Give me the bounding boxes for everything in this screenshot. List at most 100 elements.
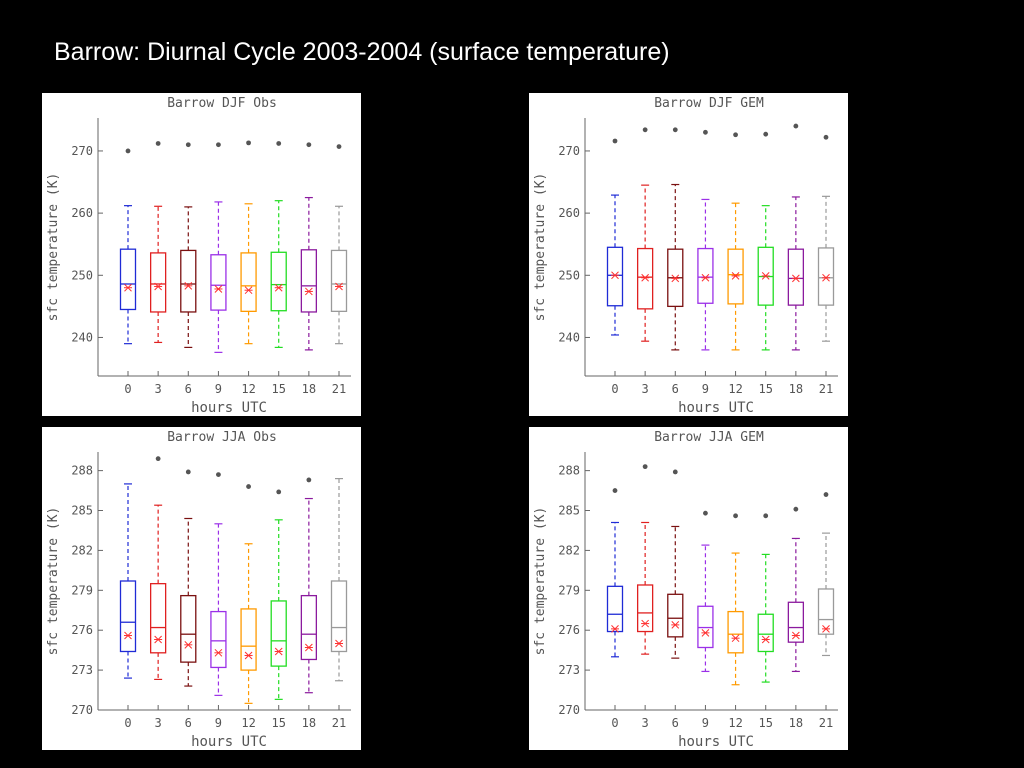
x-tick-label: 15 bbox=[758, 716, 772, 730]
box-iqr bbox=[636, 247, 654, 310]
y-tick-label: 276 bbox=[71, 623, 93, 637]
box-iqr bbox=[727, 610, 744, 654]
box-iqr bbox=[606, 246, 624, 307]
box-iqr bbox=[817, 588, 835, 635]
outlier-point bbox=[155, 141, 161, 146]
x-tick-label: 18 bbox=[789, 716, 803, 730]
box-iqr bbox=[330, 580, 348, 653]
outlier-point bbox=[306, 477, 312, 483]
outlier-point bbox=[216, 472, 221, 478]
x-tick-label: 9 bbox=[702, 716, 709, 730]
x-tick-label: 3 bbox=[642, 716, 649, 730]
x-tick-label: 6 bbox=[185, 716, 192, 730]
box-iqr bbox=[119, 580, 137, 653]
y-tick-label: 279 bbox=[558, 583, 580, 597]
chart-panel-jja-gem: Barrow JJA GEM 270 273 276 279 282 285 288 0 3 6 9 1… bbox=[529, 427, 848, 750]
x-tick-label: 21 bbox=[819, 716, 833, 730]
outlier-point bbox=[733, 132, 738, 138]
chart-panel-jja-obs: Barrow JJA Obs 270 273 276 279 282 285 288 0 3 6 9 1… bbox=[42, 427, 361, 750]
x-tick-label: 12 bbox=[241, 716, 255, 730]
y-axis-label: sfc temperature (K) bbox=[46, 173, 61, 322]
box-iqr bbox=[300, 249, 318, 313]
chart-panel-djf-gem: Barrow DJF GEM 240 250 260 270 0 3 6 9 12 15 18 21 ho… bbox=[529, 93, 848, 416]
box-series-6 bbox=[180, 142, 197, 349]
outlier-point bbox=[763, 131, 769, 137]
x-tick-label: 0 bbox=[124, 716, 131, 730]
box-series-12 bbox=[240, 140, 257, 345]
outlier-point bbox=[276, 489, 282, 495]
box-iqr bbox=[727, 248, 744, 305]
box-series-3 bbox=[149, 456, 167, 681]
box-series-0 bbox=[606, 488, 624, 658]
box-series-18 bbox=[787, 123, 805, 351]
x-tick-label: 6 bbox=[672, 716, 679, 730]
box-series-15 bbox=[270, 141, 287, 349]
x-tick-label: 0 bbox=[124, 382, 131, 396]
box-iqr bbox=[787, 601, 805, 643]
outlier-point bbox=[672, 127, 678, 133]
outlier-point bbox=[125, 148, 131, 154]
y-tick-label: 270 bbox=[71, 144, 93, 158]
box-series-12 bbox=[727, 132, 744, 351]
x-tick-label: 21 bbox=[332, 716, 346, 730]
x-tick-label: 12 bbox=[728, 382, 742, 396]
box-series-9 bbox=[210, 472, 227, 696]
box-series-9 bbox=[697, 129, 714, 351]
box-series-9 bbox=[697, 510, 714, 673]
x-tick-label: 6 bbox=[672, 382, 679, 396]
box-iqr bbox=[330, 249, 348, 312]
box-iqr bbox=[757, 613, 774, 653]
box-series-6 bbox=[667, 127, 684, 351]
chart-title: Barrow DJF Obs bbox=[167, 96, 277, 111]
box-series-0 bbox=[119, 483, 137, 679]
box-series-6 bbox=[180, 469, 197, 687]
box-iqr bbox=[180, 594, 197, 663]
box-iqr bbox=[210, 610, 227, 669]
y-tick-label: 240 bbox=[558, 330, 580, 344]
box-iqr bbox=[787, 248, 805, 306]
y-axis-label: sfc temperature (K) bbox=[533, 507, 548, 656]
outlier-point bbox=[823, 134, 829, 140]
outlier-point bbox=[733, 513, 738, 519]
box-iqr bbox=[667, 593, 684, 638]
box-iqr bbox=[149, 583, 167, 654]
chart-svg-jja-obs: Barrow JJA Obs 270 273 276 279 282 285 288 0 3 6 9 1… bbox=[46, 430, 351, 750]
box-iqr bbox=[270, 600, 287, 667]
x-tick-label: 0 bbox=[611, 716, 618, 730]
x-tick-label: 3 bbox=[155, 382, 162, 396]
x-tick-label: 18 bbox=[789, 382, 803, 396]
x-tick-label: 21 bbox=[332, 382, 346, 396]
box-iqr bbox=[697, 605, 714, 649]
y-tick-label: 276 bbox=[558, 623, 580, 637]
box-iqr bbox=[119, 248, 137, 311]
y-tick-label: 240 bbox=[71, 330, 93, 344]
x-tick-label: 21 bbox=[819, 382, 833, 396]
y-tick-label: 279 bbox=[71, 583, 93, 597]
chart-svg-djf-obs: Barrow DJF Obs 240 250 260 270 0 3 6 9 12 15 18 21 ho… bbox=[46, 96, 351, 416]
x-tick-label: 9 bbox=[215, 716, 222, 730]
box-iqr bbox=[697, 247, 714, 304]
chart-svg-jja-gem: Barrow JJA GEM 270 273 276 279 282 285 288 0 3 6 9 1… bbox=[533, 430, 838, 750]
box-iqr bbox=[300, 594, 318, 661]
x-tick-label: 15 bbox=[271, 716, 285, 730]
outlier-point bbox=[642, 464, 648, 470]
y-tick-label: 270 bbox=[71, 703, 93, 717]
outlier-point bbox=[672, 469, 678, 475]
box-iqr bbox=[636, 584, 654, 633]
box-iqr bbox=[180, 249, 197, 313]
y-tick-label: 260 bbox=[558, 206, 580, 220]
box-iqr bbox=[240, 252, 257, 312]
y-tick-label: 282 bbox=[558, 543, 580, 557]
x-tick-label: 18 bbox=[302, 716, 316, 730]
chart-title: Barrow JJA GEM bbox=[654, 430, 764, 445]
y-tick-label: 270 bbox=[558, 144, 580, 158]
box-series-21 bbox=[330, 144, 348, 345]
y-tick-label: 270 bbox=[558, 703, 580, 717]
y-axis-label: sfc temperature (K) bbox=[533, 173, 548, 322]
box-series-3 bbox=[149, 141, 167, 344]
box-series-3 bbox=[636, 464, 654, 655]
box-series-15 bbox=[757, 131, 774, 351]
box-iqr bbox=[149, 252, 167, 313]
x-tick-label: 9 bbox=[215, 382, 222, 396]
outlier-point bbox=[216, 142, 221, 148]
